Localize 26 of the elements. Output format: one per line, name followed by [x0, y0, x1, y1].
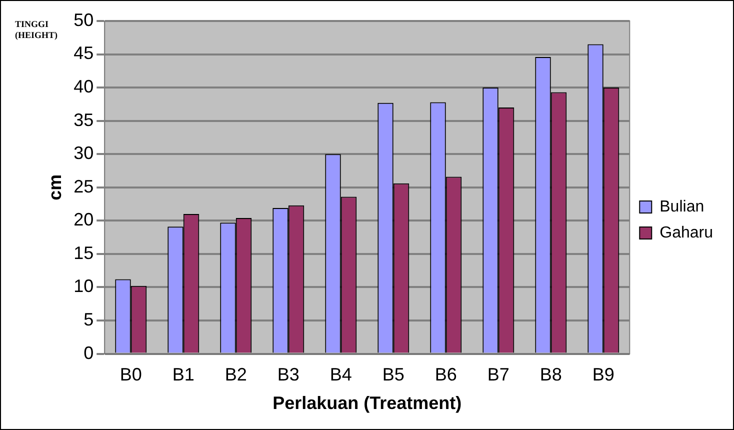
- y-tick-label: 15: [74, 242, 94, 263]
- x-tick-label: B9: [592, 364, 614, 385]
- x-tick-label: B5: [382, 364, 404, 385]
- y-tick-label: 0: [84, 342, 94, 363]
- x-axis-title: Perlakuan (Treatment): [272, 393, 462, 414]
- x-tick-label: B0: [120, 364, 142, 385]
- legend-label: Gaharu: [660, 224, 714, 242]
- x-tick-label: B2: [224, 364, 247, 385]
- y-tick-label: 10: [74, 276, 94, 296]
- x-tick-label: B4: [330, 364, 352, 385]
- y-axis-title: cm: [44, 174, 65, 200]
- x-tick-label: B3: [277, 364, 300, 385]
- text: TINGGI (HEIGHT): [15, 19, 59, 41]
- y-tick-label: 20: [74, 210, 94, 230]
- x-tick-label: B1: [172, 364, 194, 385]
- x-tick-label: B8: [540, 364, 562, 385]
- y-tick-label: 5: [84, 309, 94, 330]
- y-tick-label: 50: [74, 10, 94, 30]
- legend-label: Bulian: [660, 198, 704, 216]
- x-tick-label: B6: [434, 364, 457, 385]
- y-tick-label: 45: [74, 43, 94, 64]
- y-tick-label: 40: [74, 76, 94, 97]
- y-tick-label: 25: [74, 176, 94, 196]
- x-tick-label: B7: [487, 364, 510, 385]
- y-tick-label: 35: [74, 110, 94, 130]
- y-tick-label: 30: [74, 143, 94, 164]
